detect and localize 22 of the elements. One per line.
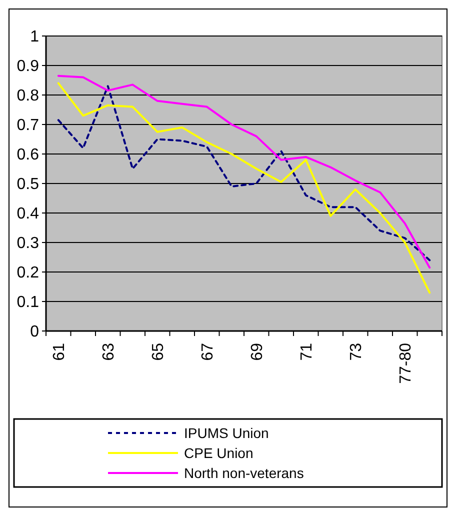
y-tick-label: 0 xyxy=(30,324,40,341)
x-tick-label: 77-80 xyxy=(397,342,414,384)
y-tick-label: 0.8 xyxy=(16,88,40,105)
legend-label: North non-veterans xyxy=(184,464,304,481)
legend-label: IPUMS Union xyxy=(184,424,269,441)
y-tick-label: 0.7 xyxy=(16,117,40,134)
x-tick-label: 69 xyxy=(248,342,266,361)
x-tick-label: 63 xyxy=(100,342,118,361)
x-tick-label: 71 xyxy=(298,342,316,361)
x-tick-label: 73 xyxy=(348,342,365,361)
y-tick-label: 0.6 xyxy=(16,146,40,164)
y-tick-label: 0.5 xyxy=(16,176,40,194)
y-tick-label: 1 xyxy=(30,28,40,46)
y-tick-label: 0.3 xyxy=(16,235,40,252)
y-tick-label: 0.9 xyxy=(16,58,40,76)
x-tick-label: 65 xyxy=(150,342,167,361)
y-tick-label: 0.4 xyxy=(16,206,40,223)
legend-label: CPE Union xyxy=(184,444,254,461)
y-tick-label: 0.1 xyxy=(16,294,40,312)
y-tick-label: 0.2 xyxy=(16,264,40,282)
x-tick-label: 67 xyxy=(199,342,216,361)
x-tick-label: 61 xyxy=(50,342,68,361)
